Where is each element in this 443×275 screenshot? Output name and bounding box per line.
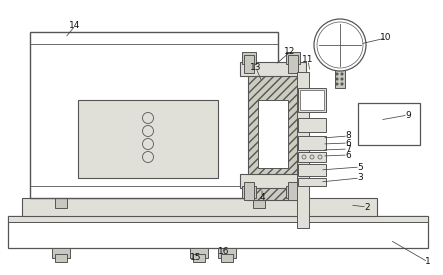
Bar — [8, 216, 428, 248]
Text: 7: 7 — [345, 144, 351, 153]
Bar — [78, 100, 218, 178]
Bar — [22, 198, 377, 216]
Text: 16: 16 — [218, 248, 230, 257]
Text: 10: 10 — [380, 34, 392, 43]
Bar — [193, 254, 205, 262]
Bar — [52, 188, 70, 198]
Circle shape — [341, 78, 343, 80]
Bar — [298, 136, 326, 150]
Bar — [286, 186, 300, 198]
Text: 4: 4 — [259, 192, 265, 202]
Circle shape — [341, 83, 343, 85]
Bar — [244, 55, 254, 73]
Text: 12: 12 — [284, 48, 295, 56]
Bar — [335, 70, 345, 88]
Text: 3: 3 — [357, 174, 363, 183]
Circle shape — [341, 73, 343, 75]
Bar — [52, 248, 70, 258]
Bar — [297, 72, 309, 228]
Text: 1: 1 — [425, 257, 431, 266]
Circle shape — [314, 19, 366, 71]
Bar — [286, 52, 300, 64]
Bar — [258, 100, 288, 168]
Bar — [30, 32, 278, 198]
Bar — [218, 248, 236, 258]
Text: 13: 13 — [250, 64, 262, 73]
Text: 2: 2 — [364, 202, 370, 211]
Bar — [298, 164, 326, 176]
Bar — [298, 88, 326, 112]
Bar — [8, 216, 428, 222]
Text: 5: 5 — [357, 163, 363, 172]
Circle shape — [336, 73, 338, 75]
Bar — [298, 178, 326, 186]
Circle shape — [336, 78, 338, 80]
Text: 6: 6 — [345, 139, 351, 147]
Bar — [240, 62, 306, 76]
Bar — [221, 254, 233, 262]
Bar — [55, 195, 67, 208]
Text: 11: 11 — [302, 56, 314, 65]
Bar — [190, 248, 208, 258]
Text: 15: 15 — [190, 254, 202, 263]
Text: 14: 14 — [69, 21, 81, 31]
Bar — [242, 186, 256, 198]
Bar — [300, 90, 324, 110]
Bar — [253, 195, 265, 208]
Bar — [248, 72, 298, 200]
Bar — [244, 182, 254, 200]
Bar — [358, 103, 420, 145]
Text: 8: 8 — [345, 131, 351, 141]
Bar — [242, 52, 256, 64]
Bar — [298, 152, 326, 162]
Bar — [288, 182, 298, 200]
Bar — [55, 254, 67, 262]
Bar — [250, 188, 268, 198]
Text: 6: 6 — [345, 150, 351, 160]
Text: 9: 9 — [405, 111, 411, 120]
Circle shape — [336, 83, 338, 85]
Bar — [288, 55, 298, 73]
Bar — [240, 174, 306, 188]
Bar — [298, 118, 326, 132]
